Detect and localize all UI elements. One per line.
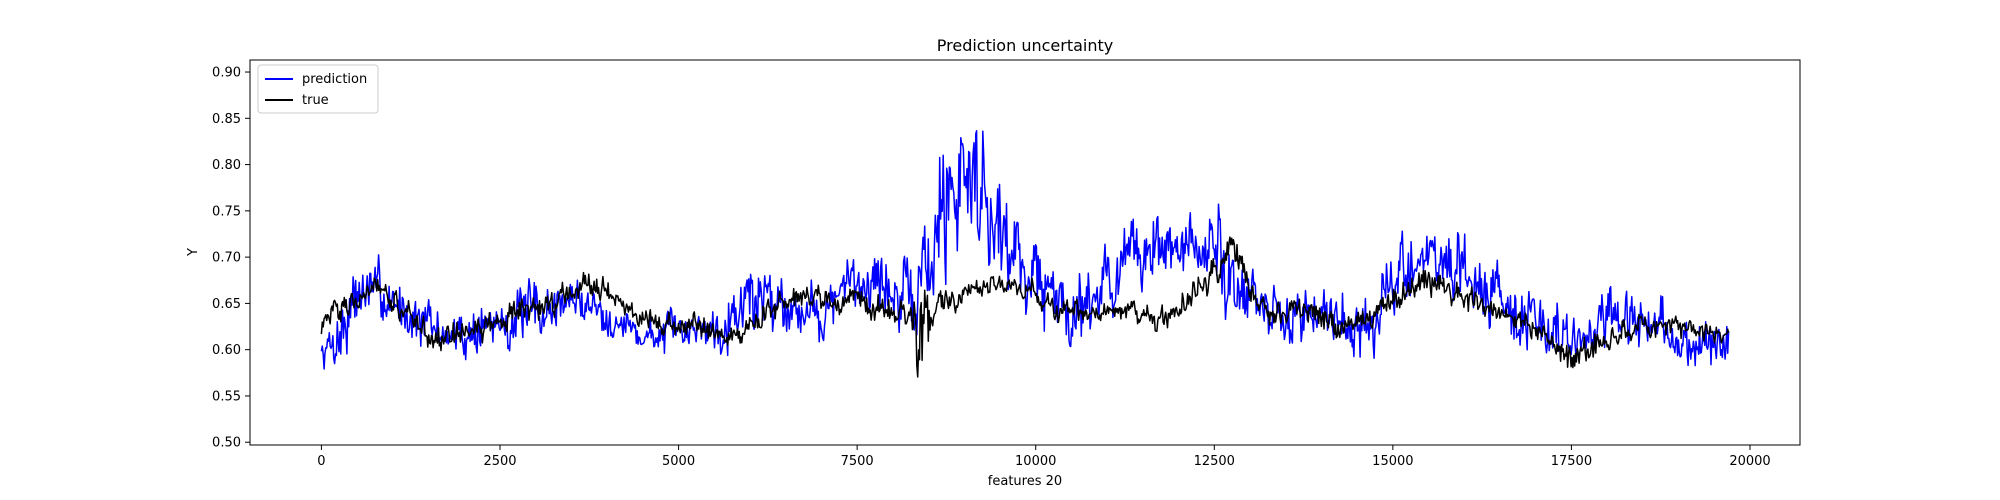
y-axis-label: Y	[186, 248, 201, 257]
x-tick-label: 15000	[1372, 454, 1413, 469]
y-axis-ticks: 0.50 0.55 0.60 0.65 0.70 0.75 0.80 0.85 0.90	[212, 66, 250, 451]
x-axis-ticks: 0 2500 5000 7500 10000 12500 15000 17500 20000	[317, 445, 1771, 469]
y-tick-label: 0.85	[212, 112, 241, 127]
y-tick-label: 0.80	[212, 158, 241, 173]
y-tick-label: 0.55	[212, 389, 241, 404]
chart-title: Prediction uncertainty	[937, 36, 1113, 55]
y-tick-label: 0.60	[212, 343, 241, 358]
x-tick-label: 12500	[1194, 454, 1235, 469]
legend: prediction true	[257, 64, 379, 114]
y-tick-label: 0.75	[212, 204, 241, 219]
x-tick-label: 10000	[1015, 454, 1056, 469]
legend-label-true: true	[302, 93, 329, 108]
series-layer	[320, 130, 1730, 378]
y-tick-label: 0.90	[212, 66, 241, 81]
x-tick-label: 0	[317, 454, 325, 469]
series-line-prediction	[320, 130, 1730, 370]
x-tick-label: 5000	[662, 454, 695, 469]
y-tick-label: 0.50	[212, 436, 241, 451]
x-axis-label: features 20	[988, 474, 1062, 489]
y-tick-label: 0.70	[212, 251, 241, 266]
x-tick-label: 17500	[1551, 454, 1592, 469]
y-tick-label: 0.65	[212, 297, 241, 312]
plot-frame	[249, 59, 1801, 446]
series-line-true	[320, 236, 1730, 378]
legend-label-prediction: prediction	[302, 72, 367, 87]
x-tick-label: 2500	[483, 454, 516, 469]
x-tick-label: 7500	[841, 454, 874, 469]
x-tick-label: 20000	[1729, 454, 1770, 469]
